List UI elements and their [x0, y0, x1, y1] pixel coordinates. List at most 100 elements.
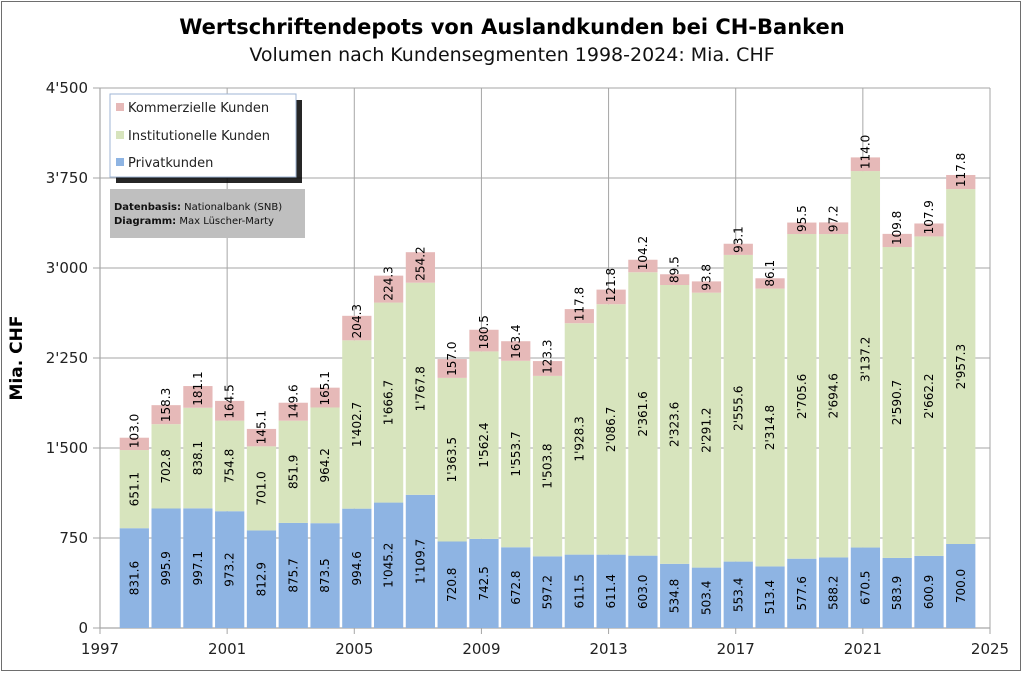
bar-kommerzielle-2007 [405, 252, 436, 283]
y-tick-label: 2'250 [46, 349, 88, 367]
data-label-privatkunden-2016: 503.4 [699, 581, 713, 615]
y-axis-label: Mia. CHF [7, 316, 27, 401]
data-label-privatkunden-2007: 1'109.7 [413, 539, 427, 584]
data-label-kommerzielle-2011: 123.3 [541, 340, 555, 374]
data-label-privatkunden-2018: 513.4 [763, 580, 777, 614]
data-label-kommerzielle-2015: 89.5 [668, 256, 682, 283]
bar-kommerzielle-2024 [946, 174, 976, 190]
data-label-institutionelle-2005: 1'402.7 [350, 402, 364, 447]
data-label-institutionelle-2011: 1'503.8 [541, 443, 555, 488]
data-label-institutionelle-2008: 1'363.5 [445, 437, 459, 482]
bar-institutionelle-2008 [437, 377, 467, 542]
bar-kommerzielle-2001 [215, 400, 245, 421]
bar-institutionelle-2009 [469, 351, 499, 539]
data-label-privatkunden-2005: 994.6 [350, 551, 364, 585]
bar-kommerzielle-2011 [532, 361, 563, 376]
bar-privatkunden-2022 [882, 557, 912, 628]
bar-institutionelle-2013 [596, 304, 626, 555]
bar-kommerzielle-2018 [755, 278, 785, 289]
x-tick-label: 2013 [589, 640, 627, 658]
data-label-privatkunden-2022: 583.9 [890, 576, 904, 610]
legend-box [109, 93, 297, 178]
data-labels: 831.6 651.1 103.0 995.9 702.8 158.3 997.1 838.1… [127, 135, 967, 615]
data-label-kommerzielle-2018: 86.1 [763, 260, 777, 287]
bar-kommerzielle-2000 [183, 386, 213, 408]
bar-institutionelle-2019 [787, 234, 817, 559]
bar-privatkunden-2001 [215, 511, 245, 628]
data-label-privatkunden-2017: 553.4 [731, 578, 745, 612]
x-tick-label: 2017 [717, 640, 755, 658]
x-tick-label: 1997 [81, 640, 119, 658]
data-label-institutionelle-2024: 2'957.3 [954, 344, 968, 389]
bar-institutionelle-2012 [564, 323, 594, 555]
y-tick-label: 1'500 [46, 439, 88, 457]
data-label-institutionelle-2009: 1'562.4 [477, 423, 491, 468]
y-tick-label: 3'000 [46, 259, 88, 277]
bar-institutionelle-2020 [818, 234, 849, 558]
data-label-kommerzielle-2000: 181.1 [191, 371, 205, 405]
bar-kommerzielle-2003 [278, 402, 308, 421]
bar-privatkunden-2015 [660, 563, 690, 628]
bar-privatkunden-2021 [850, 547, 881, 628]
data-label-kommerzielle-2010: 163.4 [509, 324, 523, 358]
data-label-kommerzielle-2024: 117.8 [954, 153, 968, 187]
source-line-2: Diagramm: Max Lüscher-Marty [114, 216, 274, 227]
source-line-2-label: Diagramm: [114, 216, 176, 227]
bar-kommerzielle-2010 [501, 341, 531, 361]
data-label-kommerzielle-2013: 121.8 [604, 268, 618, 302]
data-label-kommerzielle-2021: 114.0 [858, 135, 872, 169]
data-label-institutionelle-2013: 2'086.7 [604, 407, 618, 452]
bar-privatkunden-1999 [151, 508, 181, 628]
data-label-privatkunden-2002: 812.9 [254, 562, 268, 596]
data-label-kommerzielle-2022: 109.8 [890, 211, 904, 245]
bar-institutionelle-2023 [914, 236, 944, 556]
data-label-kommerzielle-2001: 164.5 [223, 384, 237, 418]
data-label-privatkunden-2013: 611.4 [604, 574, 618, 608]
bar-institutionelle-2024 [946, 189, 976, 544]
data-label-privatkunden-2001: 973.2 [223, 552, 237, 586]
bar-privatkunden-2005 [342, 508, 372, 628]
data-label-kommerzielle-2007: 254.2 [413, 246, 427, 280]
x-tick-label: 2009 [462, 640, 500, 658]
data-label-kommerzielle-2016: 93.8 [699, 264, 713, 291]
data-label-institutionelle-2004: 964.2 [318, 448, 332, 482]
bar-kommerzielle-2017 [723, 243, 753, 255]
data-label-institutionelle-2021: 3'137.2 [858, 337, 872, 382]
data-label-kommerzielle-1999: 158.3 [159, 388, 173, 422]
chart-subtitle: Volumen nach Kundensegmenten 1998-2024: … [249, 44, 774, 66]
data-label-privatkunden-2020: 588.2 [827, 576, 841, 610]
data-label-privatkunden-2009: 742.5 [477, 566, 491, 600]
y-tick-label: 4'500 [46, 79, 88, 97]
data-label-privatkunden-2010: 672.8 [509, 570, 523, 604]
bar-kommerzielle-2006 [373, 275, 404, 303]
legend-swatch-privatkunden [116, 158, 124, 166]
data-label-privatkunden-2004: 873.5 [318, 558, 332, 592]
data-label-institutionelle-2020: 2'694.6 [827, 373, 841, 418]
data-label-kommerzielle-2003: 149.6 [286, 384, 300, 418]
x-tick-label: 2005 [335, 640, 373, 658]
data-label-kommerzielle-2005: 204.3 [350, 304, 364, 338]
data-label-institutionelle-2022: 2'590.7 [890, 380, 904, 425]
bar-privatkunden-2011 [532, 556, 563, 628]
bar-kommerzielle-2008 [437, 359, 467, 378]
source-line-2-value: Max Lüscher-Marty [179, 216, 274, 227]
y-tick-label: 750 [59, 529, 88, 547]
bar-privatkunden-2009 [469, 538, 499, 628]
bar-privatkunden-2014 [628, 555, 658, 628]
bar-institutionelle-2016 [691, 292, 722, 568]
data-label-kommerzielle-1998: 103.0 [127, 414, 141, 448]
y-tick-label: 0 [78, 619, 88, 637]
data-label-privatkunden-1998: 831.6 [127, 561, 141, 595]
bar-privatkunden-2010 [501, 547, 531, 628]
legend: Kommerzielle Kunden Institutionelle Kund… [109, 93, 302, 183]
source-line-1-value: Nationalbank (SNB) [184, 202, 282, 213]
bar-kommerzielle-2013 [596, 289, 626, 305]
data-label-privatkunden-2000: 997.1 [191, 551, 205, 585]
data-label-privatkunden-1999: 995.9 [159, 551, 173, 585]
legend-swatch-kommerzielle [116, 103, 124, 111]
bar-privatkunden-2007 [405, 494, 436, 628]
data-label-privatkunden-2006: 1'045.2 [382, 543, 396, 588]
bar-institutionelle-2006 [373, 302, 404, 503]
x-tick-label: 2001 [208, 640, 246, 658]
bar-institutionelle-2000 [183, 407, 213, 509]
